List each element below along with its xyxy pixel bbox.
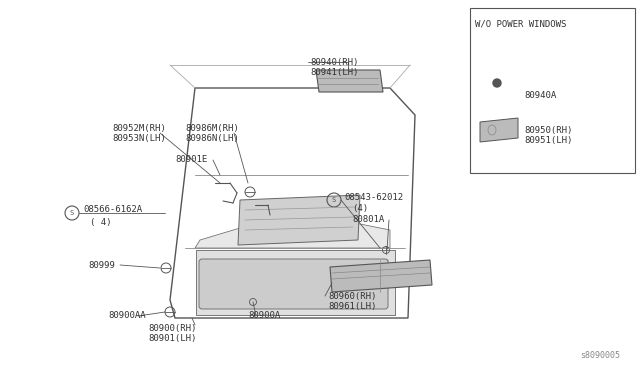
Text: S: S: [70, 210, 74, 216]
Text: 80801A: 80801A: [352, 215, 384, 224]
Text: (4): (4): [352, 205, 368, 214]
Text: 80999: 80999: [88, 260, 115, 269]
Text: 80901(LH): 80901(LH): [148, 334, 196, 343]
Polygon shape: [200, 260, 388, 308]
Text: 80952M(RH): 80952M(RH): [112, 124, 166, 132]
Text: 80950(RH): 80950(RH): [524, 125, 572, 135]
Text: ( 4): ( 4): [90, 218, 111, 227]
Text: 80961(LH): 80961(LH): [328, 301, 376, 311]
Text: 80986N(LH): 80986N(LH): [185, 134, 239, 142]
Text: 80940(RH): 80940(RH): [310, 58, 358, 67]
Text: W/O POWER WINDOWS: W/O POWER WINDOWS: [475, 19, 566, 29]
Bar: [470, 8, 635, 173]
Text: 08566-6162A: 08566-6162A: [83, 205, 142, 215]
Text: 80951(LH): 80951(LH): [524, 135, 572, 144]
FancyBboxPatch shape: [199, 259, 388, 309]
Polygon shape: [316, 70, 383, 92]
Text: 80901E: 80901E: [175, 155, 207, 164]
Polygon shape: [330, 260, 432, 292]
Polygon shape: [196, 250, 395, 315]
Text: S: S: [332, 197, 336, 203]
Polygon shape: [195, 220, 390, 248]
Text: s8090005: s8090005: [580, 351, 620, 360]
Text: 80940A: 80940A: [524, 90, 556, 99]
Polygon shape: [480, 118, 518, 142]
Text: 80960(RH): 80960(RH): [328, 292, 376, 301]
Text: 80900A: 80900A: [248, 311, 280, 321]
Text: 80941(LH): 80941(LH): [310, 67, 358, 77]
Text: 80986M(RH): 80986M(RH): [185, 124, 239, 132]
Text: 08543-62012: 08543-62012: [344, 192, 403, 202]
Circle shape: [493, 79, 501, 87]
Polygon shape: [238, 195, 360, 245]
Text: 80900(RH): 80900(RH): [148, 324, 196, 333]
Text: 80953N(LH): 80953N(LH): [112, 134, 166, 142]
Text: 80900AA: 80900AA: [108, 311, 146, 321]
